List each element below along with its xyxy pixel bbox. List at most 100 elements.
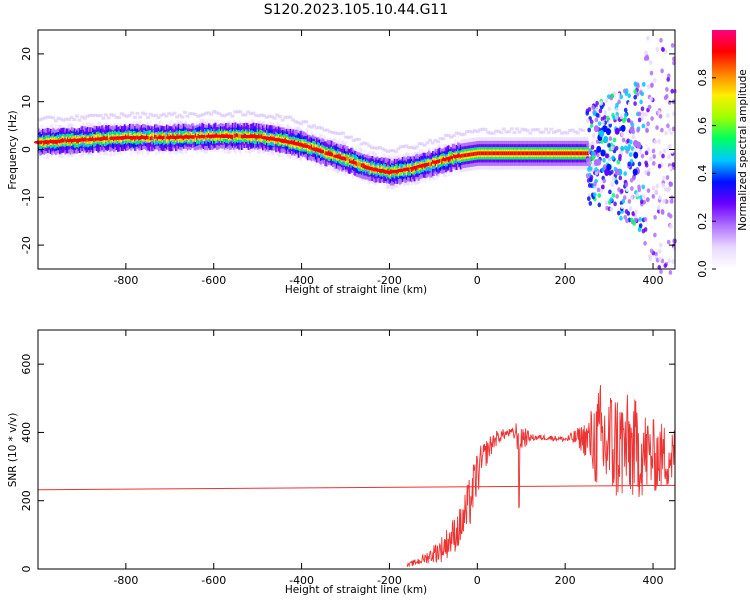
halo-cell [140, 111, 145, 115]
ridge-cell [553, 151, 556, 156]
ridge-cell [495, 151, 498, 156]
scatter-dot [605, 128, 611, 136]
scatter-dot [591, 150, 595, 156]
scatter-dot [660, 252, 665, 258]
halo-cell [98, 113, 103, 117]
halo-cell [567, 128, 572, 132]
spectrogram-marks [34, 34, 677, 275]
scatter-dot [587, 107, 592, 112]
halo-cell [43, 116, 48, 120]
scatter-dot [622, 195, 627, 201]
scatter-dot [658, 256, 662, 262]
spectrogram-x-label: Height of straight line (km) [285, 284, 427, 296]
scatter-dot [648, 60, 653, 65]
halo-cell [77, 118, 82, 122]
halo-cell [570, 128, 575, 132]
y-tick-label: -10 [20, 188, 33, 206]
scatter-dot [646, 84, 651, 89]
y-tick-label: 200 [20, 490, 33, 511]
ridge-cell [339, 154, 343, 159]
ridge-cell [76, 139, 79, 144]
halo-cell [520, 127, 525, 131]
ridge-cell [550, 151, 554, 156]
halo-cell [227, 112, 232, 116]
scatter-dot [626, 146, 631, 152]
scatter-dot [600, 116, 605, 122]
scatter-dot [653, 219, 658, 225]
scatter-dot [593, 192, 597, 198]
scatter-dot [599, 130, 605, 138]
halo-cell [243, 113, 248, 117]
scatter-dot [623, 214, 627, 220]
scatter-dot [586, 118, 590, 124]
halo-cell [217, 112, 222, 116]
ridge-cell [239, 134, 242, 139]
halo-cell [322, 128, 327, 132]
halo-cell [512, 131, 517, 134]
scatter-dot [620, 132, 625, 137]
scatter-dot [627, 161, 631, 167]
halo-cell [183, 110, 187, 114]
scatter-dot [608, 189, 612, 195]
scatter-dot [638, 149, 643, 155]
ridge-cell [440, 158, 443, 163]
halo-cell [370, 146, 375, 150]
ridge-cell [492, 151, 496, 156]
ridge-cell [462, 153, 465, 158]
ridge-cell [571, 151, 575, 156]
scatter-dot [588, 166, 593, 172]
ridge-cell [465, 153, 468, 158]
snr-panel: -800 -600 -400 -200 0 200 400 0 200 400 600 Heigh… [7, 329, 676, 596]
x-tick-label: -800 [113, 274, 138, 287]
scatter-dot [649, 248, 654, 254]
scatter-dot [623, 112, 628, 118]
halo-cell [38, 118, 42, 122]
ridge-cell [135, 135, 138, 140]
scatter-dot [585, 173, 590, 179]
scatter-dot [641, 194, 646, 199]
scatter-dot [661, 153, 665, 159]
halo-cell [438, 137, 443, 141]
ridge-cell [150, 136, 153, 141]
halo-cell [359, 142, 364, 146]
scatter-dot [588, 201, 593, 206]
scatter-dot [665, 87, 669, 92]
halo-cell [267, 114, 272, 118]
halo-cell [422, 143, 427, 147]
ridge-cell [154, 134, 157, 139]
colorbar-tick-label: 0.2 [696, 212, 709, 230]
halo-cell [338, 132, 343, 136]
halo-cell [483, 127, 488, 131]
scatter-dot [629, 139, 633, 145]
halo-cell [283, 115, 288, 119]
halo-cell [59, 117, 64, 121]
scatter-dot [663, 67, 667, 73]
scatter-dot [643, 217, 648, 222]
ridge-cell [476, 151, 480, 156]
scatter-dot [590, 141, 595, 147]
scatter-dot [654, 34, 659, 40]
ridge-cell [563, 151, 567, 156]
scatter-dot [661, 195, 666, 200]
halo-cell [425, 141, 430, 145]
scatter-dot [666, 187, 670, 193]
halo-cell [270, 115, 274, 119]
scatter-dot [646, 36, 650, 41]
ridge-cell [525, 151, 528, 156]
scatter-dot [607, 106, 612, 112]
scatter-dot [627, 199, 632, 204]
ridge-cell [362, 163, 365, 167]
scatter-dot [609, 197, 613, 203]
halo-cell [175, 115, 180, 119]
scatter-dot [613, 201, 617, 207]
halo-cell [565, 131, 570, 135]
ridge-cell [109, 137, 112, 142]
scatter-dot [671, 259, 675, 264]
scatter-dot [608, 136, 613, 142]
x-tick-label: 0 [474, 574, 481, 587]
halo-cell [45, 115, 50, 119]
scatter-dot [668, 182, 673, 187]
scatter-dot [648, 253, 652, 259]
ridge-cell [530, 151, 534, 156]
spectrogram-y-ticks: -20 -10 0 10 20 [20, 47, 675, 254]
